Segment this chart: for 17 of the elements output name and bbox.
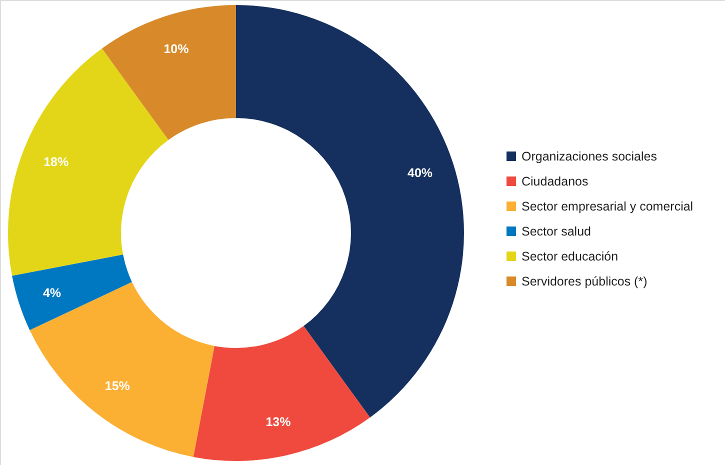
data-label: 15% — [104, 378, 130, 393]
legend-label: Sector salud — [522, 224, 592, 238]
donut-slice — [30, 282, 214, 457]
donut-slice — [193, 326, 370, 461]
data-label: 13% — [266, 414, 291, 429]
data-label: 40% — [408, 166, 433, 180]
donut-slice — [102, 5, 236, 140]
data-label: 10% — [164, 42, 189, 56]
legend-label: Servidores públicos (*) — [522, 274, 648, 288]
legend-label: Sector empresarial y comercial — [522, 199, 694, 214]
data-label: 4% — [42, 286, 62, 300]
legend-label: Organizaciones sociales — [522, 149, 657, 164]
donut-slice — [236, 5, 464, 418]
legend-label: Sector educación — [522, 249, 618, 264]
legend-label: Ciudadanos — [522, 174, 588, 188]
donut-slice — [12, 254, 132, 330]
data-label: 18% — [44, 154, 69, 169]
